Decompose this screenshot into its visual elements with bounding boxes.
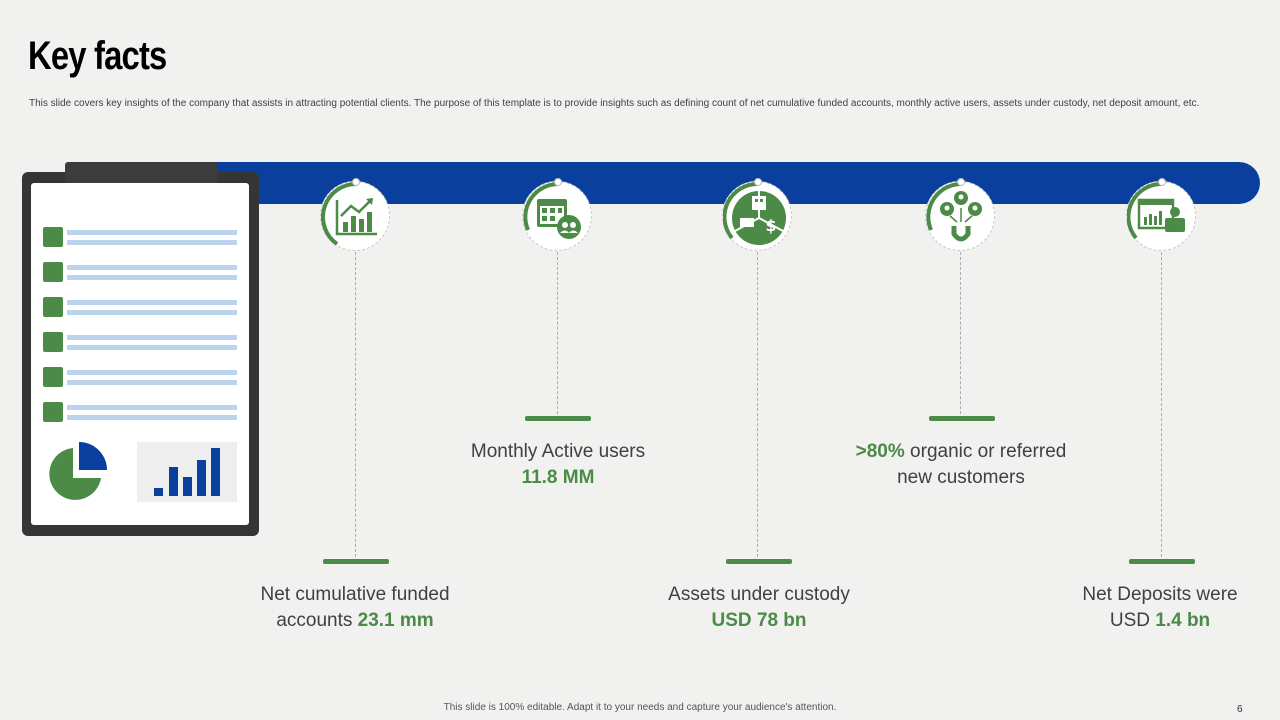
footer-note: This slide is 100% editable. Adapt it to… (443, 702, 837, 713)
customer-magnet-icon (925, 178, 995, 251)
connector-line (355, 252, 356, 557)
fact-line: accounts 23.1 mm (276, 610, 434, 631)
fact-value: 1.4 bn (1155, 610, 1211, 631)
assets-custody-icon: $ (722, 178, 792, 251)
deposit-wallet-icon (1126, 178, 1196, 251)
fact-funded-accounts: Net cumulative funded accounts 23.1 mm (225, 582, 485, 634)
fact-marker (323, 559, 389, 564)
growth-chart-icon (320, 178, 390, 251)
fact-line: Assets under custody (668, 584, 850, 605)
fact-organic-customers: >80% organic or referred new customers (831, 439, 1091, 491)
bar-chart-icon (137, 442, 237, 502)
checklist-row (43, 297, 238, 317)
slide-title: Key facts (28, 34, 167, 78)
fact-line: Monthly Active users (470, 441, 646, 462)
checklist-row (43, 402, 238, 422)
connector-line (557, 252, 558, 414)
checklist-row (43, 262, 238, 282)
page-number: 6 (1237, 704, 1243, 715)
fact-marker (929, 416, 995, 421)
fact-line: 11.8 MM (428, 465, 688, 491)
fact-line: Net Deposits were (1082, 584, 1238, 605)
fact-monthly-active-users: Monthly Active users 11.8 MM (428, 439, 688, 491)
fact-value: 11.8 MM (521, 467, 595, 488)
fact-net-deposits: Net Deposits were USD 1.4 bn (1030, 582, 1280, 634)
fact-value: >80% (855, 441, 905, 462)
calendar-users-icon (522, 178, 592, 251)
pie-chart-icon (49, 442, 107, 500)
connector-line (1161, 252, 1162, 557)
fact-marker (525, 416, 591, 421)
slide-subtitle: This slide covers key insights of the co… (29, 98, 1200, 109)
fact-value: USD 78 bn (711, 610, 807, 631)
connector-line (757, 252, 758, 557)
fact-line: Net cumulative funded (260, 584, 450, 605)
connector-line (960, 252, 961, 414)
fact-line: USD 1.4 bn (1109, 610, 1211, 631)
fact-marker (726, 559, 792, 564)
svg-text:$: $ (765, 216, 776, 235)
checklist-row (43, 332, 238, 352)
fact-assets-under-custody: Assets under custody USD 78 bn (629, 582, 889, 634)
fact-line: >80% organic or referred (855, 441, 1067, 462)
checklist-row (43, 227, 238, 247)
fact-marker (1129, 559, 1195, 564)
checklist-row (43, 367, 238, 387)
fact-line: new customers (897, 467, 1025, 488)
fact-line: USD 78 bn (629, 608, 889, 634)
fact-value: 23.1 mm (357, 610, 434, 631)
